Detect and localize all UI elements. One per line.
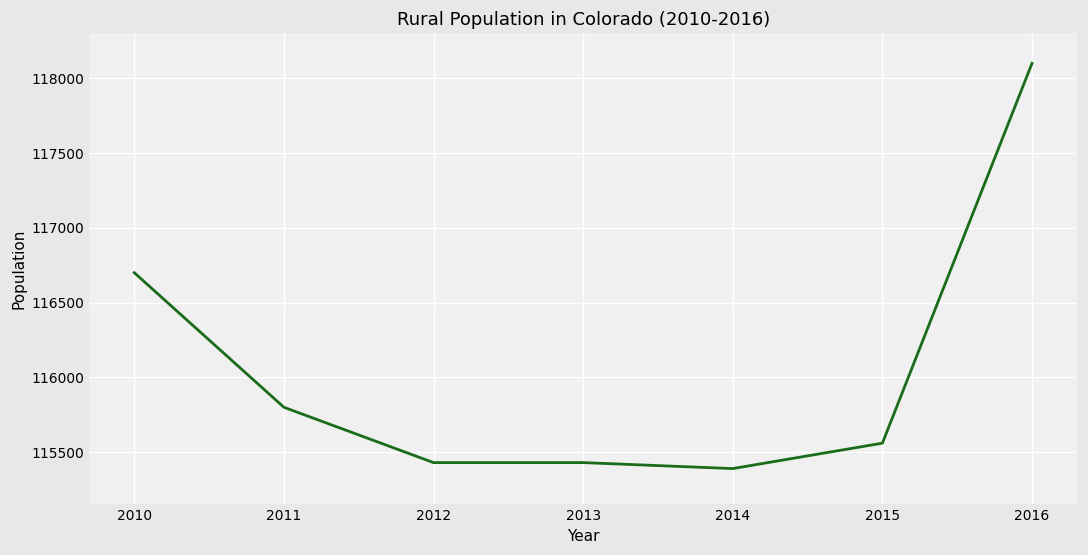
X-axis label: Year: Year [567,529,599,544]
Title: Rural Population in Colorado (2010-2016): Rural Population in Colorado (2010-2016) [396,11,770,29]
Y-axis label: Population: Population [11,229,26,309]
